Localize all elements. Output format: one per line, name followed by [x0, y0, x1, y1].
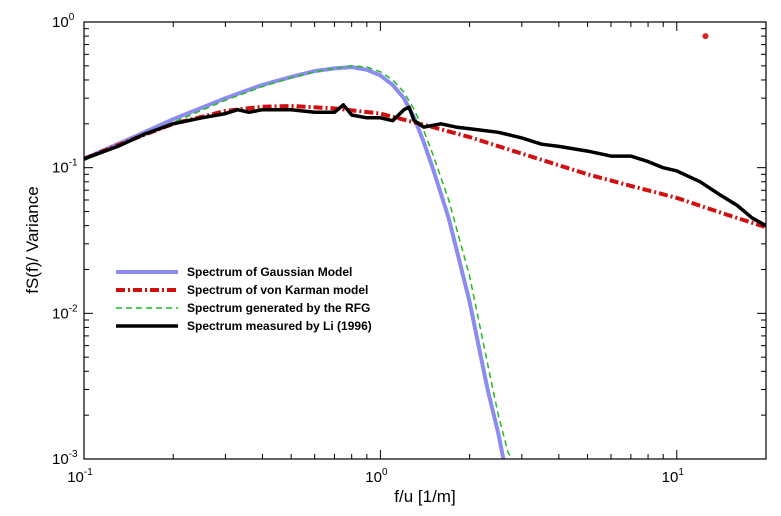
y-tick-label: 100: [52, 12, 75, 31]
legend-label-4: Spectrum measured by Li (1996): [187, 319, 372, 333]
legend-label-1: Spectrum of Gaussian Model: [187, 265, 352, 279]
legend-label-2: Spectrum of von Karman model: [187, 283, 368, 297]
series-line-1: [84, 65, 506, 459]
legend: Spectrum of Gaussian Model Spectrum of vo…: [116, 265, 372, 333]
series-line-4: [84, 103, 766, 228]
series-line-3: [84, 65, 514, 459]
series-layer: [84, 65, 766, 459]
y-tick-label: 10-1: [52, 158, 78, 177]
y-axis-label: fS(f)/ Variance: [23, 186, 42, 293]
tick-layer: 10-1 100 101 10-3 10-2 10-1 100: [52, 12, 767, 486]
y-tick-label: 10-3: [52, 449, 78, 468]
y-tick-label: 10-2: [52, 303, 78, 322]
x-axis-label: f/u [1/m]: [394, 487, 455, 506]
plot-frame: [83, 21, 767, 460]
annotation-point: [702, 33, 709, 40]
x-tick-label: 10-1: [67, 467, 93, 486]
x-tick-label: 100: [365, 467, 388, 486]
x-tick-label: 101: [662, 467, 685, 486]
legend-label-3: Spectrum generated by the RFG: [187, 301, 370, 315]
